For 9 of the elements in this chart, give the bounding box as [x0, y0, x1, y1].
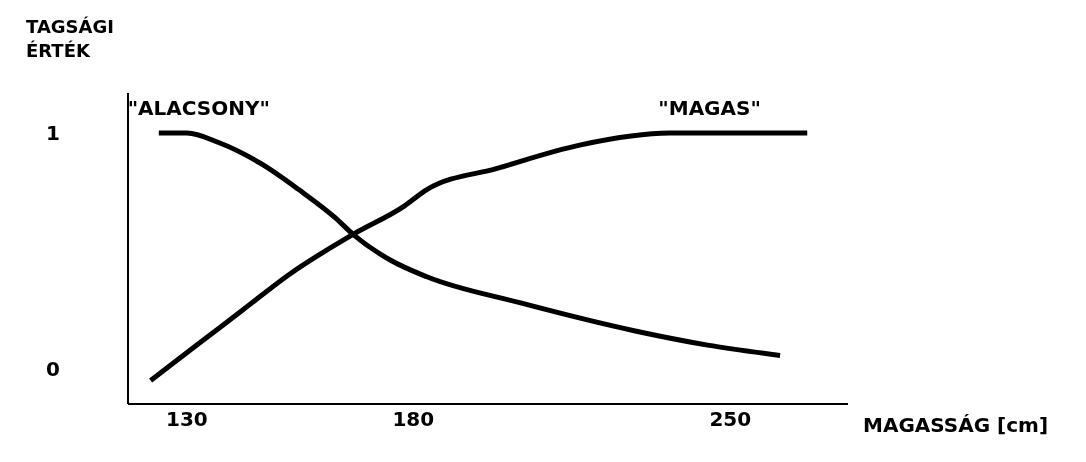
series-label: "MAGAS"	[658, 96, 761, 121]
y-tick-label: 0	[46, 356, 60, 381]
x-tick-label: 180	[392, 407, 435, 432]
x-tick-label: 130	[165, 407, 208, 432]
series-label: "ALACSONY"	[127, 96, 270, 121]
y-axis-title: TAGSÁGI ÉRTÉK	[26, 16, 114, 61]
y-tick-label: 1	[46, 121, 60, 146]
x-tick-label: 250	[709, 407, 752, 432]
x-axis-title: MAGASSÁG [cm]	[863, 413, 1049, 437]
